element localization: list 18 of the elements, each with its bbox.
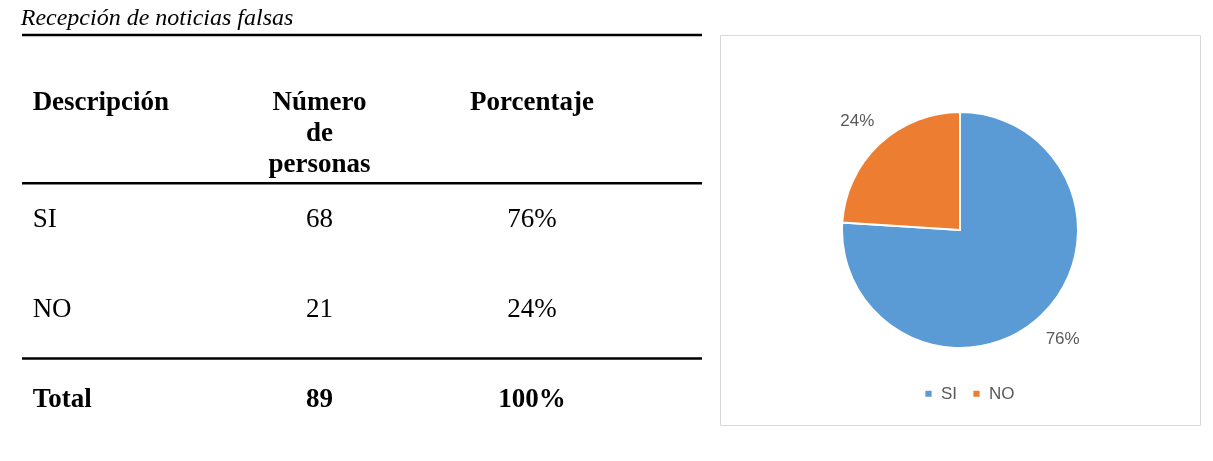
text: Porcentaje bbox=[470, 86, 594, 117]
data-label: 68 bbox=[306, 203, 333, 234]
data-label: 24% bbox=[507, 293, 557, 324]
category-label: SI bbox=[32, 203, 57, 234]
data-label: 76% bbox=[1045, 329, 1080, 349]
text: Recepción de noticias falsas bbox=[19, 3, 294, 30]
legend-label: SI bbox=[941, 383, 958, 403]
text: Descripción bbox=[32, 86, 170, 117]
category-label: NO bbox=[32, 293, 72, 324]
data-label: 21 bbox=[306, 293, 333, 324]
text: Número de personas bbox=[268, 86, 371, 179]
pie-slice bbox=[841, 111, 1079, 349]
data-label: 89 bbox=[306, 383, 333, 414]
category-label: Total bbox=[32, 383, 93, 414]
data-label: 76% bbox=[507, 203, 557, 234]
data-label: 24% bbox=[840, 110, 875, 130]
data-label: 100% bbox=[498, 383, 566, 414]
legend-label: NO bbox=[989, 383, 1015, 403]
